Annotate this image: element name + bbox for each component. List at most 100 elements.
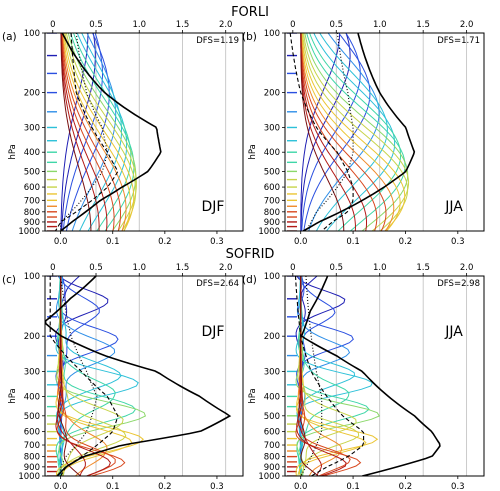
panel-frame (44, 275, 244, 477)
y-tick-label: 400 (264, 148, 280, 158)
x-top-tick-label: 0 (50, 20, 55, 30)
kernel-curve (298, 276, 319, 476)
x-top-tick-label: 1.0 (132, 263, 146, 273)
x-top-tick-label: 2.0 (219, 263, 233, 273)
y-tick-label: 500 (24, 412, 40, 422)
section-title-forli: FORLI (231, 5, 269, 20)
dashed-profile (294, 276, 365, 476)
x-top-tick-label: 1.5 (416, 263, 430, 273)
kernel-curve (55, 276, 116, 476)
x-bottom-tick-label: 0.3 (210, 482, 224, 491)
y-tick-label: 700 (264, 196, 280, 206)
x-top-tick-label: 0.5 (330, 263, 344, 273)
kernel-curve (71, 33, 117, 231)
kernel-curve (297, 276, 357, 476)
x-top-tick-label: 0 (50, 263, 55, 273)
y-tick-label: 300 (24, 123, 40, 133)
y-tick-label: 600 (264, 183, 280, 193)
kernel-curve (70, 33, 135, 231)
y-tick-label: 900 (24, 463, 40, 473)
x-bottom-tick-label: 0.2 (158, 237, 172, 247)
x-top-tick-label: 1.0 (373, 20, 387, 30)
y-axis-label: hPa (8, 144, 18, 159)
x-bottom-tick-label: 0.3 (210, 237, 224, 247)
y-tick-label: 300 (264, 367, 280, 377)
dashed-profile (289, 33, 354, 231)
y-tick-label: 700 (24, 196, 40, 206)
kernel-curve (60, 33, 92, 231)
kernel-curve (308, 33, 380, 231)
y-tick-label: 600 (24, 183, 40, 193)
dfs-profile (45, 276, 232, 476)
x-bottom-tick-label: 0.2 (399, 237, 413, 247)
y-tick-label: 100 (24, 272, 40, 282)
kernel-curve (62, 33, 127, 231)
x-bottom-tick-label: 0.3 (451, 482, 465, 491)
y-tick-label: 700 (24, 441, 40, 451)
kernel-curve (296, 276, 351, 476)
kernel-curve (300, 33, 387, 231)
y-tick-label: 400 (24, 392, 40, 402)
y-tick-label: 1000 (258, 227, 280, 237)
y-tick-label: 600 (264, 428, 280, 438)
kernel-curve (67, 33, 137, 231)
kernel-curve (309, 33, 402, 231)
kernel-curve (61, 33, 121, 231)
panel-label: (a) (2, 31, 17, 43)
y-tick-label: 300 (264, 123, 280, 133)
dashed-profile (49, 276, 119, 476)
x-top-tick-label: 1.0 (132, 20, 146, 30)
plot-area (287, 276, 441, 476)
x-bottom-tick-label: 0.0 (294, 237, 308, 247)
y-axis-label: hPa (248, 388, 258, 403)
x-top-tick-label: 1.5 (176, 263, 190, 273)
kernel-curve (301, 33, 401, 231)
dashed-profile (54, 33, 119, 231)
x-top-tick-label: 0 (290, 263, 295, 273)
x-bottom-tick-label: 0.1 (106, 237, 120, 247)
x-top-tick-label: 0.5 (330, 20, 344, 30)
panel-frame (284, 275, 485, 477)
x-top-tick-label: 0.5 (89, 263, 103, 273)
dfs-value: DFS=2.64 (196, 279, 239, 289)
x-top-tick-label: 2.0 (219, 20, 233, 30)
section-title-sofrid: SOFRID (226, 247, 275, 262)
kernel-curve (296, 276, 356, 476)
x-top-tick-label: 0 (290, 20, 295, 30)
kernel-curve (296, 276, 354, 476)
kernel-curve (303, 33, 371, 231)
panel-label: (b) (242, 31, 257, 43)
x-bottom-tick-label: 0.2 (158, 482, 172, 491)
y-tick-label: 800 (24, 208, 40, 218)
y-tick-label: 100 (264, 272, 280, 282)
season-label: JJA (444, 199, 463, 215)
x-bottom-tick-label: 0.0 (294, 482, 308, 491)
y-tick-label: 1000 (258, 472, 280, 482)
x-bottom-tick-label: 0.3 (451, 237, 465, 247)
dotted-profile (300, 276, 323, 476)
season-label: DJF (202, 324, 225, 340)
kernel-curve (62, 33, 132, 231)
dfs-profile (302, 33, 416, 231)
kernel-curve (63, 33, 135, 231)
y-tick-label: 800 (264, 208, 280, 218)
kernel-curve (55, 276, 144, 476)
y-tick-label: 900 (264, 463, 280, 473)
plot-area (287, 33, 416, 231)
y-tick-label: 200 (24, 332, 40, 342)
y-tick-label: 800 (24, 453, 40, 463)
kernel-curve (306, 33, 406, 231)
y-axis-label: hPa (8, 388, 18, 403)
x-top-tick-label: 1.5 (416, 20, 430, 30)
y-tick-label: 600 (24, 428, 40, 438)
kernel-curve (301, 33, 406, 231)
kernel-curve (295, 276, 362, 476)
y-tick-label: 700 (264, 441, 280, 451)
x-top-tick-label: 2.0 (460, 20, 474, 30)
kernel-curve (57, 276, 82, 476)
x-bottom-tick-label: 0.0 (54, 482, 68, 491)
kernel-curve (304, 33, 409, 231)
